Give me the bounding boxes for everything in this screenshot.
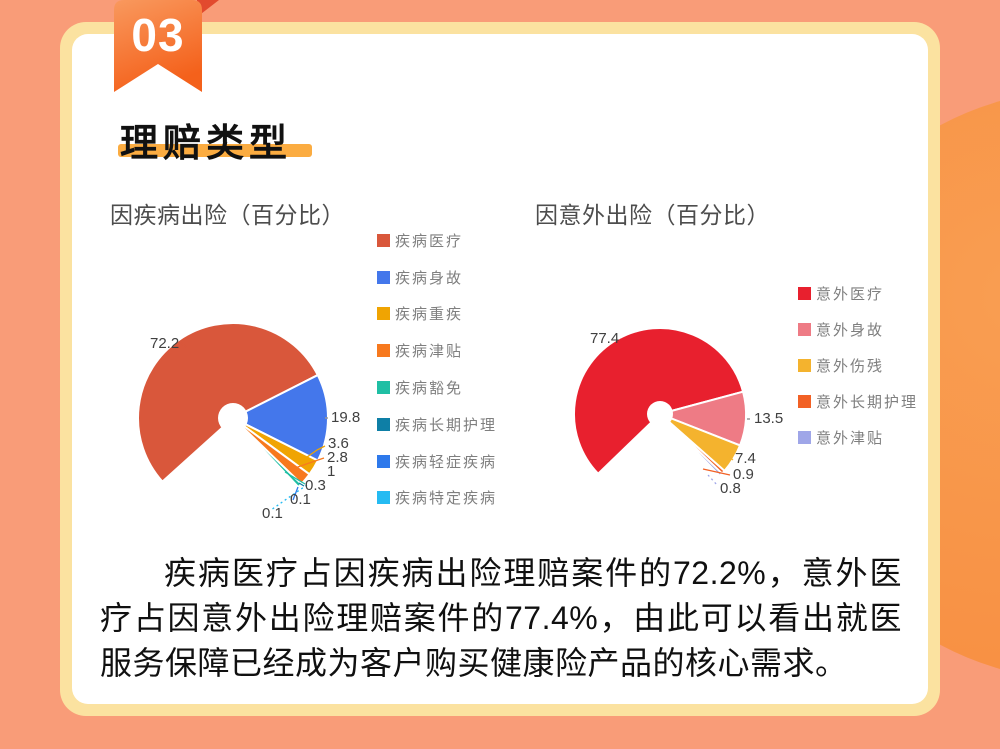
- legend-item: 疾病轻症疾病: [377, 443, 497, 480]
- label-tick: [619, 338, 625, 344]
- legend-label: 疾病重疾: [395, 306, 464, 324]
- legend-item: 疾病身故: [377, 259, 497, 296]
- slice-value-label: 72.2: [150, 335, 179, 352]
- page-title: 理赔类型: [120, 123, 293, 165]
- legend-item: 意外身故: [798, 311, 918, 347]
- label-leader-line: [299, 445, 326, 463]
- legend-item: 疾病重疾: [377, 296, 497, 333]
- legend-swatch: [798, 286, 811, 300]
- legend-label: 疾病医疗: [395, 232, 464, 250]
- legend-label: 意外长期护理: [816, 393, 919, 411]
- legend-label: 意外医疗: [816, 285, 885, 303]
- slice-value-label: 0.3: [305, 477, 326, 494]
- legend-label: 意外身故: [816, 321, 885, 339]
- accident-chart-legend: 意外医疗意外身故意外伤残意外长期护理 意外津贴: [798, 275, 918, 455]
- title-highlight-bar: [118, 144, 312, 157]
- legend-swatch: [798, 358, 811, 372]
- legend-item: 疾病津贴: [377, 332, 497, 369]
- legend-swatch: [377, 454, 390, 468]
- disease-chart-legend: 疾病医疗疾病身故疾病重疾疾病津贴疾病豁免疾病长期护理 疾病轻症疾病 疾病特定疾病: [377, 222, 497, 516]
- slice-value-label: 7.4: [735, 450, 756, 467]
- label-tick: [180, 342, 187, 348]
- legend-item: 疾病豁免: [377, 369, 497, 406]
- slice-value-label: 1: [327, 463, 335, 480]
- legend-label: 疾病特定疾病: [395, 490, 498, 508]
- legend-item: 意外伤残: [798, 347, 918, 383]
- label-leader-line: [726, 454, 734, 461]
- disease-pie-chart: 72.219.83.62.810.30.10.1: [137, 322, 360, 522]
- label-leader-line: [284, 471, 306, 485]
- legend-label: 疾病轻症疾病: [395, 453, 498, 471]
- legend-label: 疾病豁免: [395, 380, 464, 398]
- slice-value-label: 3.6: [328, 435, 349, 452]
- slice-value-label: 0.8: [720, 480, 741, 497]
- legend-label: 意外伤残: [816, 357, 885, 375]
- legend-item: 意外长期护理: [798, 383, 918, 419]
- section-number-badge: 03: [131, 9, 185, 61]
- legend-label: 意外津贴: [816, 429, 885, 447]
- legend-swatch: [377, 381, 390, 395]
- slice-value-label: 0.1: [290, 491, 311, 508]
- label-leader-line: [707, 474, 719, 487]
- slice-value-label: 0.9: [733, 466, 754, 483]
- slice-value-label: 2.8: [327, 449, 348, 466]
- pie-slice: [137, 322, 319, 483]
- ribbon-bookmark-icon: [114, 0, 202, 92]
- legend-label: 疾病津贴: [395, 343, 464, 361]
- label-leader-line: [292, 486, 299, 501]
- legend-label: 疾病长期护理: [395, 416, 498, 434]
- legend-item: 疾病长期护理: [377, 406, 497, 443]
- label-leader-line: [702, 468, 731, 476]
- summary-paragraph: 疾病医疗占因疾病出险理赔案件的72.2%，意外医疗占因意外出险理赔案件的77.4…: [100, 555, 902, 681]
- disease-chart-title: 因疾病出险（百分比）: [110, 202, 345, 228]
- slice-value-label: 19.8: [331, 409, 360, 426]
- legend-label: 疾病身故: [395, 269, 464, 287]
- legend-item: 意外津贴: [798, 419, 918, 455]
- pie-center-hole: [647, 401, 673, 427]
- legend-swatch: [377, 233, 390, 247]
- legend-item: 疾病医疗: [377, 222, 497, 259]
- legend-swatch: [377, 491, 390, 505]
- accident-pie-chart: 77.4 13.5 7.40.90.8: [573, 327, 783, 497]
- label-leader-line: [294, 457, 325, 469]
- label-leader-line: [298, 482, 305, 487]
- label-leader-line: [270, 484, 308, 511]
- legend-item: 疾病特定疾病: [377, 480, 497, 517]
- legend-swatch: [377, 417, 390, 431]
- legend-item: 意外医疗: [798, 275, 918, 311]
- slice-value-label: 77.4: [590, 330, 619, 347]
- pie-center-hole: [218, 403, 248, 433]
- slice-value-label: 0.1: [262, 505, 283, 522]
- legend-swatch: [798, 394, 811, 408]
- pie-slice: [573, 327, 745, 475]
- accident-chart-title: 因意外出险（百分比）: [535, 202, 770, 228]
- legend-swatch: [798, 322, 811, 336]
- legend-swatch: [377, 307, 390, 321]
- slice-value-label: 13.5: [754, 410, 783, 427]
- legend-swatch: [377, 344, 390, 358]
- legend-swatch: [798, 430, 811, 444]
- legend-swatch: [377, 270, 390, 284]
